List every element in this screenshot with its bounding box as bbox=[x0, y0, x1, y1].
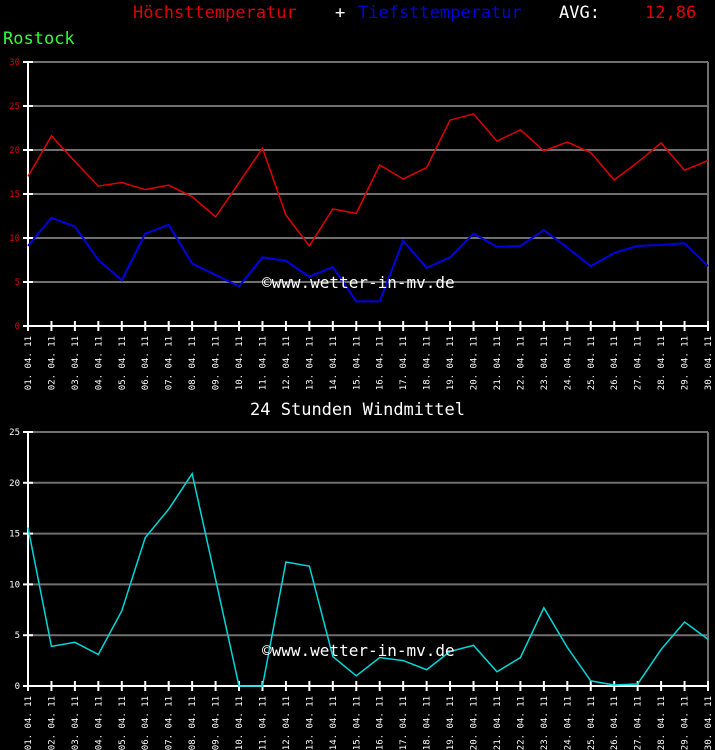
x-tick-label: 26. 04. 11 bbox=[610, 336, 620, 390]
x-tick-label: 26. 04. 11 bbox=[610, 696, 620, 750]
x-tick-label: 16. 04. 11 bbox=[376, 696, 386, 750]
x-tick-label: 07. 04. 11 bbox=[165, 696, 175, 750]
chart-header: Höchsttemperatur + Tiefsttemperatur AVG:… bbox=[0, 3, 715, 23]
x-tick-label: 15. 04. 11 bbox=[352, 336, 362, 390]
y-tick-label: 25 bbox=[9, 428, 20, 438]
x-tick-label: 23. 04. 11 bbox=[540, 696, 550, 750]
x-tick-label: 28. 04. 11 bbox=[657, 336, 667, 390]
x-tick-label: 24. 04. 11 bbox=[563, 696, 573, 750]
x-tick-label: 03. 04. 11 bbox=[71, 696, 81, 750]
x-tick-label: 29. 04. 11 bbox=[681, 696, 691, 750]
x-tick-label: 27. 04. 11 bbox=[634, 336, 644, 390]
x-tick-label: 25. 04. 11 bbox=[587, 336, 597, 390]
y-tick-label: 0 bbox=[15, 322, 20, 332]
x-tick-label: 11. 04. 11 bbox=[258, 336, 268, 390]
x-tick-label: 08. 04. 11 bbox=[188, 336, 198, 390]
x-tick-label: 12. 04. 11 bbox=[282, 696, 292, 750]
x-tick-label: 13. 04. 11 bbox=[305, 336, 315, 390]
x-tick-label: 14. 04. 11 bbox=[329, 336, 339, 390]
x-tick-label: 14. 04. 11 bbox=[329, 696, 339, 750]
y-tick-label: 10 bbox=[9, 234, 20, 244]
watermark: ©www.wetter-in-mv.de bbox=[262, 273, 455, 292]
x-tick-label: 16. 04. 11 bbox=[376, 336, 386, 390]
y-tick-label: 5 bbox=[15, 278, 20, 288]
avg-label: AVG: bbox=[559, 3, 600, 23]
x-tick-label: 05. 04. 11 bbox=[118, 696, 128, 750]
y-tick-label: 15 bbox=[9, 530, 20, 540]
y-tick-label: 25 bbox=[9, 102, 20, 112]
x-tick-label: 02. 04. 11 bbox=[47, 696, 57, 750]
x-tick-label: 18. 04. 11 bbox=[423, 336, 433, 390]
x-tick-label: 01. 04. 11 bbox=[24, 336, 34, 390]
y-tick-label: 15 bbox=[9, 190, 20, 200]
x-tick-label: 13. 04. 11 bbox=[305, 696, 315, 750]
x-tick-label: 20. 04. 11 bbox=[470, 696, 480, 750]
x-tick-label: 25. 04. 11 bbox=[587, 696, 597, 750]
x-tick-label: 21. 04. 11 bbox=[493, 696, 503, 750]
x-tick-label: 06. 04. 11 bbox=[141, 336, 151, 390]
series-line bbox=[27, 216, 709, 303]
x-tick-label: 15. 04. 11 bbox=[352, 696, 362, 750]
x-tick-label: 23. 04. 11 bbox=[540, 336, 550, 390]
x-tick-label: 22. 04. 11 bbox=[516, 696, 526, 750]
x-tick-label: 02. 04. 11 bbox=[47, 336, 57, 390]
x-tick-label: 01. 04. 11 bbox=[24, 696, 34, 750]
x-tick-label: 10. 04. 11 bbox=[235, 336, 245, 390]
x-tick-label: 21. 04. 11 bbox=[493, 336, 503, 390]
x-tick-label: 09. 04. 11 bbox=[212, 696, 222, 750]
y-tick-label: 30 bbox=[9, 58, 20, 68]
wind-chart-title: 24 Stunden Windmittel bbox=[250, 400, 465, 420]
x-tick-label: 05. 04. 11 bbox=[118, 336, 128, 390]
y-tick-label: 10 bbox=[9, 580, 20, 590]
x-tick-label: 18. 04. 11 bbox=[423, 696, 433, 750]
x-tick-label: 19. 04. 11 bbox=[446, 696, 456, 750]
temperature-chart: 0 5 10 15 20 25 30 01. 04. 11 02. 04. 11 03. 04. … bbox=[9, 58, 714, 390]
legend-low-label: Tiefsttemperatur bbox=[358, 3, 522, 23]
x-tick-label: 07. 04. 11 bbox=[165, 336, 175, 390]
x-tick-label: 24. 04. 11 bbox=[563, 336, 573, 390]
y-tick-label: 5 bbox=[15, 631, 20, 641]
x-tick-label: 30. 04. 11 bbox=[704, 336, 714, 390]
x-tick-label: 30. 04. 11 bbox=[704, 696, 714, 750]
series-line bbox=[27, 471, 709, 687]
x-tick-label: 27. 04. 11 bbox=[634, 696, 644, 750]
x-tick-label: 11. 04. 11 bbox=[258, 696, 268, 750]
x-tick-label: 28. 04. 11 bbox=[657, 696, 667, 750]
x-tick-label: 03. 04. 11 bbox=[71, 336, 81, 390]
x-tick-label: 08. 04. 11 bbox=[188, 696, 198, 750]
legend-high-label: Höchsttemperatur bbox=[133, 3, 297, 23]
x-tick-label: 17. 04. 11 bbox=[399, 696, 409, 750]
series-line bbox=[27, 113, 709, 248]
x-tick-label: 10. 04. 11 bbox=[235, 696, 245, 750]
y-tick-label: 0 bbox=[15, 682, 20, 692]
x-tick-label: 22. 04. 11 bbox=[516, 336, 526, 390]
legend-plus: + bbox=[335, 3, 346, 23]
x-tick-label: 09. 04. 11 bbox=[212, 336, 222, 390]
x-tick-label: 06. 04. 11 bbox=[141, 696, 151, 750]
x-tick-label: 20. 04. 11 bbox=[470, 336, 480, 390]
y-tick-label: 20 bbox=[9, 479, 20, 489]
x-tick-label: 17. 04. 11 bbox=[399, 336, 409, 390]
avg-value: 12,86 bbox=[645, 3, 697, 23]
x-tick-label: 04. 04. 11 bbox=[94, 336, 104, 390]
watermark: ©www.wetter-in-mv.de bbox=[262, 641, 455, 660]
x-tick-label: 04. 04. 11 bbox=[94, 696, 104, 750]
x-tick-label: 19. 04. 11 bbox=[446, 336, 456, 390]
x-tick-label: 29. 04. 11 bbox=[681, 336, 691, 390]
city-name: Rostock bbox=[3, 29, 75, 49]
y-tick-label: 20 bbox=[9, 146, 20, 156]
x-tick-label: 12. 04. 11 bbox=[282, 336, 292, 390]
